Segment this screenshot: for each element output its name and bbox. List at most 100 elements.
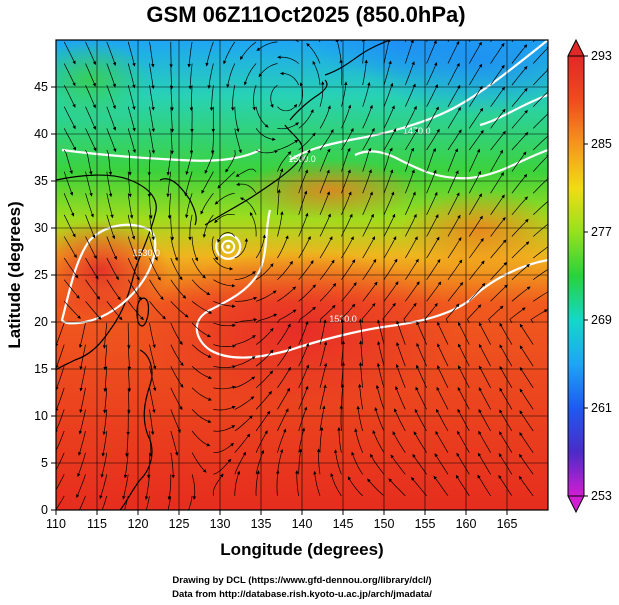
streamline-34 <box>298 448 303 475</box>
streamline-45 <box>519 453 534 475</box>
streamline-137 <box>519 366 534 388</box>
streamline-210 <box>127 301 144 321</box>
streamline-154 <box>396 342 406 367</box>
streamline-183 <box>519 323 534 345</box>
streamline-130 <box>376 362 385 388</box>
streamline-491 <box>223 41 236 65</box>
streamline-57 <box>298 427 306 453</box>
streamline-220 <box>341 282 357 302</box>
streamline-139 <box>79 366 86 392</box>
streamline-392 <box>85 128 97 152</box>
streamline-89 <box>478 408 491 432</box>
streamline-233 <box>127 279 142 301</box>
streamline-93 <box>78 409 86 435</box>
streamline-277 <box>85 236 97 260</box>
y-tick-label-10: 10 <box>34 409 48 423</box>
x-axis-ticks: 110 115 120 125 130 135 140 145 150 155 160 165 <box>46 510 517 531</box>
streamline-161 <box>56 344 65 369</box>
streamline-229 <box>533 291 548 302</box>
streamline-83 <box>356 405 364 432</box>
streamline-226 <box>469 282 486 302</box>
streamline-175 <box>358 318 364 345</box>
streamline-29 <box>191 474 197 500</box>
streamline-171 <box>277 323 291 345</box>
streamline-108 <box>395 386 406 410</box>
streamline-369 <box>85 149 93 175</box>
streamline-299 <box>63 214 76 238</box>
streamline-395 <box>149 128 156 154</box>
streamline-466 <box>188 63 193 90</box>
streamline-250 <box>490 261 508 280</box>
streamline-265 <box>319 236 333 259</box>
streamline-391 <box>63 128 77 151</box>
streamline-185 <box>78 322 86 349</box>
y-tick-label-15: 15 <box>34 362 48 376</box>
streamline-384 <box>404 128 418 151</box>
streamline-469 <box>243 63 257 86</box>
streamline-431 <box>426 84 438 107</box>
streamline-480 <box>490 42 505 64</box>
streamline-411 <box>490 108 506 129</box>
streamline-266 <box>341 236 354 259</box>
streamline-481 <box>511 44 528 64</box>
streamline-436 <box>532 89 548 107</box>
streamline-260 <box>213 257 234 271</box>
streamline-122 <box>213 385 236 390</box>
streamline-283 <box>211 236 219 261</box>
streamline-104 <box>319 384 327 410</box>
streamline-189 <box>170 322 183 345</box>
streamline-47 <box>77 452 86 477</box>
streamline-359 <box>362 147 372 172</box>
x-tick-label-165: 165 <box>497 517 518 531</box>
streamline-410 <box>469 107 484 129</box>
streamline-278 <box>106 236 117 260</box>
streamline-301 <box>106 214 116 240</box>
streamline-181 <box>478 322 491 345</box>
streamline-246 <box>405 258 419 280</box>
streamline-26 <box>122 474 129 500</box>
streamline-91 <box>519 410 534 432</box>
streamline-96 <box>149 409 155 436</box>
streamline-167 <box>191 344 212 358</box>
streamline-247 <box>426 259 441 280</box>
streamline-285 <box>249 211 257 237</box>
streamline-362 <box>426 148 437 172</box>
streamline-351 <box>184 171 193 197</box>
streamline-459 <box>532 67 548 86</box>
streamline-286 <box>277 211 284 237</box>
streamline-170 <box>255 327 274 345</box>
streamline-186 <box>102 322 108 349</box>
streamline-366 <box>511 151 527 172</box>
streamline-73 <box>149 430 153 457</box>
streamline-376 <box>225 149 236 173</box>
streamline-298 <box>532 221 548 237</box>
streamline-79 <box>277 408 289 432</box>
streamline-58 <box>319 426 324 453</box>
streamline-394 <box>127 128 136 154</box>
streamline-372 <box>147 149 152 176</box>
streamline-149 <box>298 342 310 367</box>
streamline-330 <box>214 192 235 205</box>
streamline-272 <box>469 238 484 259</box>
streamline-280 <box>149 236 158 261</box>
x-tick-label-150: 150 <box>374 517 395 531</box>
streamline-416 <box>106 106 117 131</box>
streamline-346 <box>85 171 93 197</box>
streamline-256 <box>127 257 140 281</box>
streamline-464 <box>149 63 155 90</box>
streamline-426 <box>319 81 325 107</box>
streamline-159 <box>499 344 513 367</box>
streamline-248 <box>447 259 463 280</box>
streamline-371 <box>127 149 132 176</box>
streamline-477 <box>426 40 437 64</box>
x-tick-label-160: 160 <box>456 517 477 531</box>
streamline-16 <box>388 478 406 497</box>
streamline-300 <box>85 214 96 239</box>
streamline-385 <box>426 128 440 151</box>
streamline-460 <box>63 63 76 87</box>
streamline-84 <box>374 407 385 432</box>
streamline-423 <box>255 106 269 128</box>
streamline-323 <box>85 193 94 218</box>
streamline-230 <box>63 279 80 299</box>
streamline-8 <box>234 470 241 496</box>
